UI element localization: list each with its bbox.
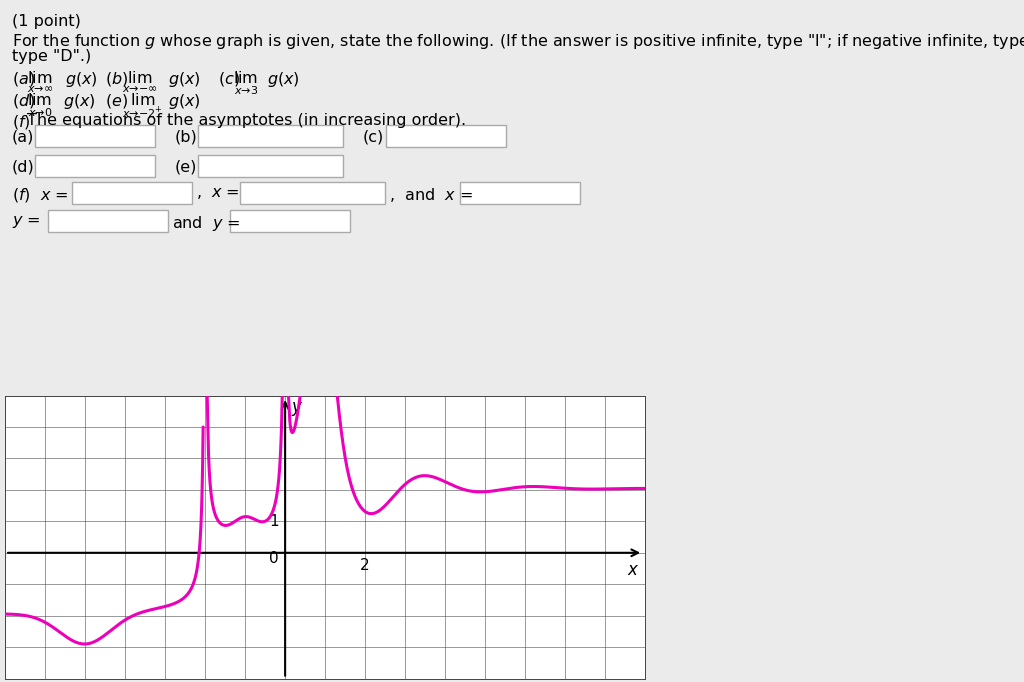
Text: $y$: $y$ xyxy=(291,400,303,418)
Text: 1: 1 xyxy=(269,514,280,529)
FancyBboxPatch shape xyxy=(230,210,350,232)
Text: ,  $x$ =: , $x$ = xyxy=(196,186,240,201)
Text: (d): (d) xyxy=(12,159,35,174)
Text: For the function $g$ whose graph is given, state the following. (If the answer i: For the function $g$ whose graph is give… xyxy=(12,32,1024,51)
Text: $(f)$: $(f)$ xyxy=(12,113,31,131)
Text: $\lim_{x\to3}$: $\lim_{x\to3}$ xyxy=(233,70,258,98)
Text: $(a)$: $(a)$ xyxy=(12,70,35,88)
FancyBboxPatch shape xyxy=(240,182,385,204)
Text: $\lim_{x\to-\infty}$: $\lim_{x\to-\infty}$ xyxy=(122,70,158,95)
Text: $g(x)$: $g(x)$ xyxy=(168,92,201,111)
Text: (e): (e) xyxy=(175,159,198,174)
Text: $g(x)$: $g(x)$ xyxy=(63,92,96,111)
Text: (a): (a) xyxy=(12,129,35,144)
Text: $(e)$: $(e)$ xyxy=(105,92,128,110)
Text: $g(x)$: $g(x)$ xyxy=(65,70,97,89)
Text: $(b)$: $(b)$ xyxy=(105,70,128,88)
Text: type "D".): type "D".) xyxy=(12,49,91,64)
Text: The equations of the asymptotes (in increasing order).: The equations of the asymptotes (in incr… xyxy=(27,113,466,128)
Text: $(f)$  $x$ =: $(f)$ $x$ = xyxy=(12,186,69,204)
Text: ,  and  $x$ =: , and $x$ = xyxy=(389,186,473,204)
Text: $(d)$: $(d)$ xyxy=(12,92,35,110)
Text: $\lim_{x\to0}$: $\lim_{x\to0}$ xyxy=(27,92,52,119)
FancyBboxPatch shape xyxy=(198,155,343,177)
FancyBboxPatch shape xyxy=(72,182,193,204)
Text: $g(x)$: $g(x)$ xyxy=(168,70,201,89)
FancyBboxPatch shape xyxy=(198,125,343,147)
Text: $y$ =: $y$ = xyxy=(12,214,41,230)
Text: (c): (c) xyxy=(362,129,384,144)
Text: $(c)$: $(c)$ xyxy=(218,70,240,88)
Text: $g(x)$: $g(x)$ xyxy=(267,70,300,89)
FancyBboxPatch shape xyxy=(35,155,155,177)
FancyBboxPatch shape xyxy=(460,182,580,204)
FancyBboxPatch shape xyxy=(35,125,155,147)
Text: 2: 2 xyxy=(360,559,370,574)
Text: (b): (b) xyxy=(175,129,198,144)
Text: and  $y$ =: and $y$ = xyxy=(172,214,241,233)
Text: $x$: $x$ xyxy=(627,561,639,578)
Text: $\lim_{x\to\infty}$: $\lim_{x\to\infty}$ xyxy=(27,70,53,95)
FancyBboxPatch shape xyxy=(386,125,506,147)
Text: 0: 0 xyxy=(269,551,280,566)
FancyBboxPatch shape xyxy=(48,210,168,232)
Text: (1 point): (1 point) xyxy=(12,14,81,29)
Text: $\lim_{x\to-2^+}$: $\lim_{x\to-2^+}$ xyxy=(122,92,163,120)
